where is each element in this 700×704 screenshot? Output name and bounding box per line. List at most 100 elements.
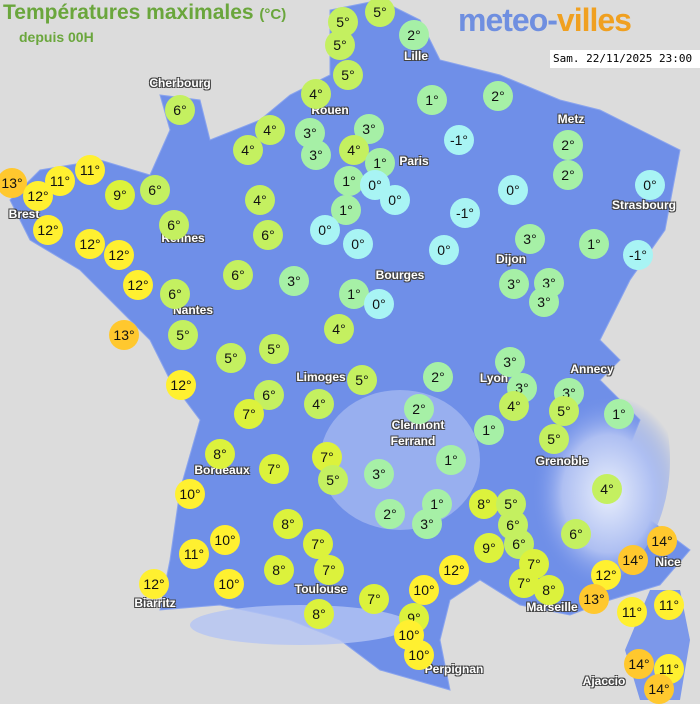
- temperature-marker[interactable]: 4°: [324, 314, 354, 344]
- temperature-marker[interactable]: 2°: [375, 499, 405, 529]
- temperature-marker[interactable]: 5°: [216, 343, 246, 373]
- temperature-marker[interactable]: 3°: [499, 269, 529, 299]
- temperature-marker[interactable]: 6°: [165, 95, 195, 125]
- temperature-marker[interactable]: 6°: [253, 220, 283, 250]
- temperature-marker[interactable]: 3°: [279, 266, 309, 296]
- temperature-marker[interactable]: 12°: [123, 270, 153, 300]
- temperature-marker[interactable]: 4°: [233, 135, 263, 165]
- temperature-marker[interactable]: 6°: [159, 210, 189, 240]
- temperature-marker[interactable]: 12°: [591, 560, 621, 590]
- temperature-marker[interactable]: 7°: [303, 529, 333, 559]
- temperature-marker[interactable]: 10°: [210, 525, 240, 555]
- temperature-marker[interactable]: 3°: [495, 347, 525, 377]
- temperature-marker[interactable]: 5°: [549, 396, 579, 426]
- temperature-marker[interactable]: 10°: [175, 479, 205, 509]
- meteo-villes-logo[interactable]: meteo-villes: [458, 2, 632, 39]
- temperature-marker[interactable]: 14°: [624, 649, 654, 679]
- temperature-marker[interactable]: 14°: [644, 674, 674, 704]
- temperature-marker[interactable]: 4°: [592, 474, 622, 504]
- temperature-marker[interactable]: 1°: [579, 229, 609, 259]
- temperature-marker[interactable]: 3°: [412, 509, 442, 539]
- temperature-marker[interactable]: 2°: [404, 394, 434, 424]
- temperature-marker[interactable]: 3°: [515, 224, 545, 254]
- temperature-marker[interactable]: 5°: [365, 0, 395, 27]
- temperature-marker[interactable]: 9°: [105, 180, 135, 210]
- temperature-marker[interactable]: 11°: [45, 166, 75, 196]
- temperature-marker[interactable]: 0°: [380, 185, 410, 215]
- temperature-marker[interactable]: 12°: [75, 229, 105, 259]
- temperature-marker[interactable]: 11°: [75, 155, 105, 185]
- temperature-marker[interactable]: 7°: [234, 399, 264, 429]
- temperature-marker[interactable]: 1°: [474, 415, 504, 445]
- temperature-marker[interactable]: 6°: [140, 175, 170, 205]
- temperature-marker[interactable]: -1°: [623, 240, 653, 270]
- temperature-marker[interactable]: 7°: [359, 584, 389, 614]
- temperature-marker[interactable]: 11°: [654, 590, 684, 620]
- temperature-marker[interactable]: 13°: [0, 168, 27, 198]
- temperature-marker[interactable]: 12°: [33, 215, 63, 245]
- temperature-marker[interactable]: 5°: [318, 465, 348, 495]
- temperature-marker[interactable]: 1°: [417, 85, 447, 115]
- temperature-marker[interactable]: 12°: [104, 240, 134, 270]
- temperature-marker[interactable]: 13°: [109, 320, 139, 350]
- temperature-marker[interactable]: 4°: [245, 185, 275, 215]
- temperature-marker[interactable]: 0°: [498, 175, 528, 205]
- city-label-brest: Brest: [8, 207, 40, 221]
- temperature-marker[interactable]: 1°: [334, 166, 364, 196]
- temperature-marker[interactable]: -1°: [444, 125, 474, 155]
- temperature-marker[interactable]: 4°: [499, 391, 529, 421]
- temperature-marker[interactable]: 6°: [160, 279, 190, 309]
- temperature-marker[interactable]: 8°: [205, 439, 235, 469]
- temperature-marker[interactable]: 1°: [604, 399, 634, 429]
- temperature-marker[interactable]: 3°: [529, 287, 559, 317]
- temperature-marker[interactable]: 0°: [343, 229, 373, 259]
- temperature-marker[interactable]: 8°: [273, 509, 303, 539]
- temperature-marker[interactable]: 5°: [259, 334, 289, 364]
- temperature-marker[interactable]: 2°: [423, 362, 453, 392]
- temperature-marker[interactable]: 1°: [339, 279, 369, 309]
- temperature-marker[interactable]: 4°: [301, 79, 331, 109]
- temperature-marker[interactable]: 5°: [347, 365, 377, 395]
- temperature-marker[interactable]: 2°: [553, 160, 583, 190]
- city-label-cherbourg: Cherbourg: [149, 76, 211, 90]
- temperature-marker[interactable]: 13°: [579, 584, 609, 614]
- temperature-marker[interactable]: 8°: [534, 575, 564, 605]
- temperature-marker[interactable]: 12°: [439, 555, 469, 585]
- temperature-marker[interactable]: 8°: [304, 599, 334, 629]
- temperature-marker[interactable]: 6°: [561, 519, 591, 549]
- temperature-marker[interactable]: 3°: [364, 459, 394, 489]
- temperature-marker[interactable]: 2°: [483, 81, 513, 111]
- temperature-marker[interactable]: 14°: [618, 545, 648, 575]
- temperature-marker[interactable]: -1°: [450, 198, 480, 228]
- temperature-marker[interactable]: 11°: [617, 597, 647, 627]
- temperature-marker[interactable]: 14°: [647, 526, 677, 556]
- temperature-marker[interactable]: 5°: [325, 30, 355, 60]
- temperature-marker[interactable]: 10°: [404, 640, 434, 670]
- temperature-marker[interactable]: 6°: [223, 260, 253, 290]
- temperature-marker[interactable]: 8°: [264, 555, 294, 585]
- temperature-marker[interactable]: 3°: [301, 140, 331, 170]
- temperature-marker[interactable]: 0°: [429, 235, 459, 265]
- temperature-marker[interactable]: 0°: [310, 215, 340, 245]
- temperature-marker[interactable]: 8°: [469, 489, 499, 519]
- temperature-marker[interactable]: 12°: [166, 370, 196, 400]
- temperature-marker[interactable]: 12°: [139, 569, 169, 599]
- temperature-marker[interactable]: 1°: [436, 445, 466, 475]
- temperature-marker[interactable]: 5°: [168, 320, 198, 350]
- temperature-marker[interactable]: 2°: [553, 130, 583, 160]
- temperature-marker[interactable]: 5°: [539, 424, 569, 454]
- temperature-marker[interactable]: 11°: [179, 539, 209, 569]
- date-time-label: Sam. 22/11/2025 23:00: [550, 50, 700, 68]
- temperature-marker[interactable]: 0°: [364, 289, 394, 319]
- temperature-marker[interactable]: 10°: [214, 569, 244, 599]
- temperature-marker[interactable]: 0°: [635, 170, 665, 200]
- temperature-marker[interactable]: 3°: [354, 114, 384, 144]
- temperature-marker[interactable]: 2°: [399, 20, 429, 50]
- temperature-marker[interactable]: 5°: [333, 60, 363, 90]
- temperature-marker[interactable]: 4°: [304, 389, 334, 419]
- temperature-marker[interactable]: 4°: [339, 135, 369, 165]
- temperature-marker[interactable]: 7°: [259, 454, 289, 484]
- temperature-marker[interactable]: 10°: [409, 575, 439, 605]
- temperature-marker[interactable]: 9°: [474, 533, 504, 563]
- temperature-marker[interactable]: 7°: [314, 555, 344, 585]
